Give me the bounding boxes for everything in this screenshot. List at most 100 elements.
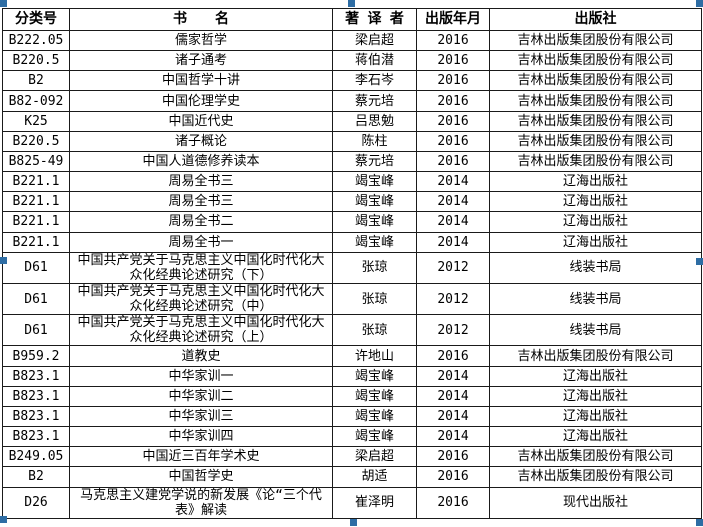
cell-class-no: D26 bbox=[2, 486, 70, 520]
cell-year: 2016 bbox=[416, 345, 490, 367]
cell-class-no: D61 bbox=[2, 251, 70, 284]
cell-publisher: 线装书局 bbox=[489, 282, 702, 316]
cell-author: 胡适 bbox=[332, 466, 417, 488]
table-row: D26 马克思主义建党学说的新发展《论“三个代表》解读 崔泽明 2016 现代出版社 bbox=[2, 486, 702, 520]
cell-class-no: B222.05 bbox=[2, 29, 70, 52]
cell-publisher: 吉林出版集团股份有限公司 bbox=[489, 446, 702, 468]
cell-title: 中华家训三 bbox=[69, 405, 333, 428]
cell-class-no: B823.1 bbox=[2, 365, 70, 387]
cell-class-no: B82-092 bbox=[2, 90, 70, 112]
cell-publisher: 线装书局 bbox=[489, 314, 702, 347]
cell-year: 2016 bbox=[416, 466, 490, 488]
cell-publisher: 辽海出版社 bbox=[489, 426, 702, 448]
cell-title: 中国近三百年学术史 bbox=[69, 446, 333, 468]
cell-year: 2012 bbox=[416, 251, 490, 284]
column-header-year: 出版年月 bbox=[416, 8, 490, 31]
cell-publisher: 吉林出版集团股份有限公司 bbox=[489, 90, 702, 112]
cell-title: 中国哲学史 bbox=[69, 466, 333, 488]
selection-handle-bottom-right[interactable] bbox=[696, 519, 703, 526]
selection-handle-top-middle[interactable] bbox=[348, 0, 355, 7]
cell-publisher: 吉林出版集团股份有限公司 bbox=[489, 70, 702, 92]
cell-title: 道教史 bbox=[69, 345, 333, 367]
cell-year: 2014 bbox=[416, 385, 490, 407]
cell-publisher: 吉林出版集团股份有限公司 bbox=[489, 130, 702, 152]
cell-author: 蒋伯潜 bbox=[332, 50, 417, 72]
cell-year: 2016 bbox=[416, 70, 490, 92]
cell-author: 竭宝峰 bbox=[332, 385, 417, 407]
cell-author: 蔡元培 bbox=[332, 150, 417, 173]
table-row: D61 中国共产党关于马克思主义中国化时代化大众化经典论述研究（上） 张琼 2012 线… bbox=[2, 314, 702, 347]
cell-author: 张琼 bbox=[332, 314, 417, 347]
cell-class-no: B2 bbox=[2, 70, 70, 92]
cell-class-no: B823.1 bbox=[2, 405, 70, 428]
cell-class-no: B823.1 bbox=[2, 426, 70, 448]
cell-class-no: B825-49 bbox=[2, 150, 70, 173]
selection-handle-middle-left[interactable] bbox=[0, 257, 7, 264]
cell-year: 2016 bbox=[416, 29, 490, 52]
cell-publisher: 吉林出版集团股份有限公司 bbox=[489, 466, 702, 488]
selection-handle-bottom-left[interactable] bbox=[0, 516, 7, 523]
table-row: B221.1 周易全书一 竭宝峰 2014 辽海出版社 bbox=[2, 231, 702, 253]
column-header-class-no: 分类号 bbox=[2, 8, 70, 31]
cell-title: 周易全书三 bbox=[69, 191, 333, 213]
cell-title: 中国共产党关于马克思主义中国化时代化大众化经典论述研究（中） bbox=[69, 282, 333, 316]
selection-handle-middle-right[interactable] bbox=[696, 258, 703, 265]
cell-year: 2014 bbox=[416, 405, 490, 428]
table-row: B2 中国哲学十讲 李石岑 2016 吉林出版集团股份有限公司 bbox=[2, 70, 702, 92]
cell-publisher: 辽海出版社 bbox=[489, 365, 702, 387]
cell-title: 诸子概论 bbox=[69, 130, 333, 152]
table-row: B823.1 中华家训二 竭宝峰 2014 辽海出版社 bbox=[2, 385, 702, 407]
cell-publisher: 吉林出版集团股份有限公司 bbox=[489, 50, 702, 72]
cell-publisher: 现代出版社 bbox=[489, 486, 702, 520]
table-row: B221.1 周易全书二 竭宝峰 2014 辽海出版社 bbox=[2, 211, 702, 233]
table-row: B220.5 诸子概论 陈柱 2016 吉林出版集团股份有限公司 bbox=[2, 130, 702, 152]
cell-class-no: B220.5 bbox=[2, 130, 70, 152]
cell-author: 梁启超 bbox=[332, 446, 417, 468]
cell-title: 周易全书一 bbox=[69, 231, 333, 253]
cell-publisher: 吉林出版集团股份有限公司 bbox=[489, 110, 702, 132]
cell-publisher: 线装书局 bbox=[489, 251, 702, 284]
cell-class-no: B221.1 bbox=[2, 231, 70, 253]
cell-year: 2016 bbox=[416, 130, 490, 152]
cell-year: 2012 bbox=[416, 314, 490, 347]
table-row: B249.05 中国近三百年学术史 梁启超 2016 吉林出版集团股份有限公司 bbox=[2, 446, 702, 468]
cell-publisher: 吉林出版集团股份有限公司 bbox=[489, 345, 702, 367]
table-row: B823.1 中华家训三 竭宝峰 2014 辽海出版社 bbox=[2, 405, 702, 428]
cell-year: 2014 bbox=[416, 365, 490, 387]
cell-title: 诸子通考 bbox=[69, 50, 333, 72]
cell-author: 吕思勉 bbox=[332, 110, 417, 132]
cell-title: 中国共产党关于马克思主义中国化时代化大众化经典论述研究（下） bbox=[69, 251, 333, 284]
cell-author: 许地山 bbox=[332, 345, 417, 367]
cell-year: 2016 bbox=[416, 90, 490, 112]
cell-title: 中国人道德修养读本 bbox=[69, 150, 333, 173]
cell-year: 2016 bbox=[416, 150, 490, 173]
cell-author: 竭宝峰 bbox=[332, 211, 417, 233]
cell-publisher: 辽海出版社 bbox=[489, 171, 702, 193]
table-row: B825-49 中国人道德修养读本 蔡元培 2016 吉林出版集团股份有限公司 bbox=[2, 150, 702, 173]
cell-class-no: B823.1 bbox=[2, 385, 70, 407]
column-header-title: 书 名 bbox=[69, 8, 333, 31]
table-row: B221.1 周易全书三 竭宝峰 2014 辽海出版社 bbox=[2, 171, 702, 193]
cell-class-no: K25 bbox=[2, 110, 70, 132]
cell-year: 2016 bbox=[416, 50, 490, 72]
selection-handle-top-left[interactable] bbox=[0, 0, 7, 7]
cell-author: 梁启超 bbox=[332, 29, 417, 52]
cell-year: 2016 bbox=[416, 446, 490, 468]
cell-title: 中国哲学十讲 bbox=[69, 70, 333, 92]
cell-year: 2014 bbox=[416, 191, 490, 213]
selection-handle-bottom-middle[interactable] bbox=[350, 519, 357, 526]
cell-title: 中国伦理学史 bbox=[69, 90, 333, 112]
selection-handle-top-right[interactable] bbox=[696, 0, 703, 7]
table-row: D61 中国共产党关于马克思主义中国化时代化大众化经典论述研究（中） 张琼 2012 线… bbox=[2, 282, 702, 316]
cell-author: 崔泽明 bbox=[332, 486, 417, 520]
cell-title: 中华家训二 bbox=[69, 385, 333, 407]
cell-publisher: 吉林出版集团股份有限公司 bbox=[489, 150, 702, 173]
cell-class-no: B221.1 bbox=[2, 171, 70, 193]
cell-author: 竭宝峰 bbox=[332, 365, 417, 387]
table-row: B222.05 儒家哲学 梁启超 2016 吉林出版集团股份有限公司 bbox=[2, 29, 702, 52]
cell-author: 陈柱 bbox=[332, 130, 417, 152]
cell-title: 中华家训一 bbox=[69, 365, 333, 387]
cell-class-no: B220.5 bbox=[2, 50, 70, 72]
cell-author: 竭宝峰 bbox=[332, 191, 417, 213]
